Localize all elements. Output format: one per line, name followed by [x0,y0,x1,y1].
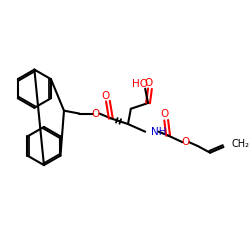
Text: CH₂: CH₂ [231,139,249,149]
Text: NH: NH [151,127,166,137]
Text: O: O [144,78,152,88]
Text: O: O [160,108,168,118]
Text: HO: HO [132,79,148,89]
Text: O: O [101,91,109,101]
Text: O: O [181,137,190,147]
Text: O: O [92,108,100,118]
